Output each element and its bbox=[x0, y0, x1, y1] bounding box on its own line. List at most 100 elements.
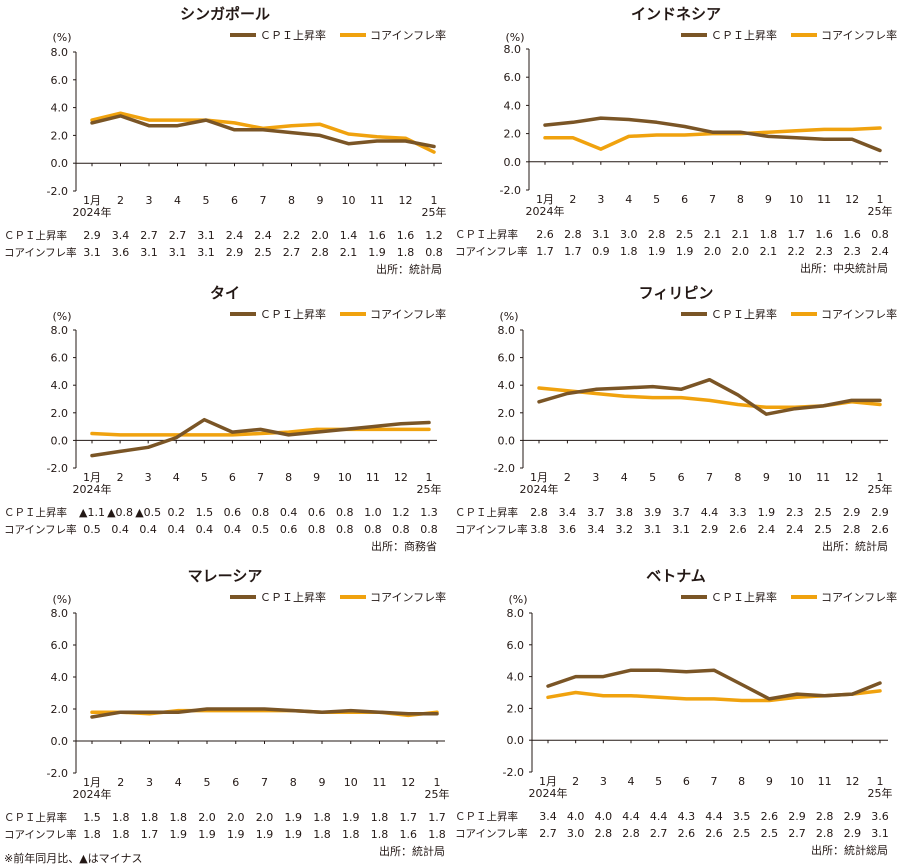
table-cell-cpi: 3.7 bbox=[587, 506, 605, 519]
table-cell-cpi: 0.6 bbox=[308, 506, 326, 519]
table-cell-cpi: 2.5 bbox=[676, 228, 694, 241]
table-cell-cpi: 1.0 bbox=[364, 506, 382, 519]
chart-title: マレーシア bbox=[188, 567, 263, 585]
footnote: ※前年同月比、▲はマイナス bbox=[4, 852, 143, 865]
x-tick-label: 7 bbox=[260, 194, 267, 207]
y-tick-label: 2.0 bbox=[498, 407, 516, 420]
x-tick-label: 9 bbox=[317, 194, 324, 207]
table-cell-core: 0.8 bbox=[308, 523, 326, 536]
table-row-label-core: コアインフレ率 bbox=[4, 523, 77, 536]
table-cell-cpi: 2.6 bbox=[536, 228, 554, 241]
table-row-label-cpi: ＣＰＩ上昇率 bbox=[455, 506, 518, 519]
y-tick-label: 8.0 bbox=[51, 607, 69, 620]
table-cell-core: 1.9 bbox=[676, 245, 694, 258]
x-tick-label: 10 bbox=[344, 776, 358, 789]
table-cell-cpi: 2.8 bbox=[564, 228, 582, 241]
table-cell-cpi: 2.0 bbox=[256, 811, 274, 824]
chart-title: シンガポール bbox=[180, 5, 270, 23]
x-tick-label: 11 bbox=[818, 775, 832, 788]
year-label-end: 25年 bbox=[422, 205, 447, 219]
table-cell-core: 2.2 bbox=[788, 245, 806, 258]
x-tick-label: 3 bbox=[597, 193, 604, 206]
chart-title: インドネシア bbox=[631, 5, 721, 23]
year-label-start: 2024年 bbox=[73, 787, 112, 801]
x-tick-label: 4 bbox=[628, 775, 635, 788]
x-tick-label: 8 bbox=[738, 775, 745, 788]
table-cell-core: 3.8 bbox=[530, 523, 548, 536]
table-cell-cpi: 2.3 bbox=[786, 506, 804, 519]
table-cell-cpi: 1.6 bbox=[843, 228, 861, 241]
y-tick-label: 2.0 bbox=[507, 702, 525, 715]
table-cell-cpi: 1.9 bbox=[285, 811, 303, 824]
y-tick-label: 2.0 bbox=[51, 129, 69, 142]
table-cell-core: 3.2 bbox=[616, 523, 634, 536]
source-label: 出所：統計局 bbox=[822, 539, 888, 553]
table-cell-cpi: 2.8 bbox=[648, 228, 666, 241]
series-line-cpi bbox=[90, 417, 431, 458]
table-cell-cpi: 1.9 bbox=[758, 506, 776, 519]
y-tick-label: 0.0 bbox=[498, 434, 516, 447]
y-tick-label: 0.0 bbox=[51, 434, 69, 447]
table-cell-cpi: 0.6 bbox=[224, 506, 242, 519]
table-cell-core: 1.8 bbox=[342, 828, 360, 841]
x-tick-label: 4 bbox=[625, 193, 632, 206]
table-cell-cpi: 1.7 bbox=[400, 811, 418, 824]
table-cell-core: 2.8 bbox=[595, 827, 613, 840]
y-tick-label: 4.0 bbox=[51, 102, 69, 115]
table-cell-core: 2.7 bbox=[539, 827, 557, 840]
table-cell-cpi: 3.4 bbox=[559, 506, 577, 519]
table-cell-core: 1.8 bbox=[371, 828, 389, 841]
x-tick-label: 5 bbox=[655, 775, 662, 788]
table-cell-core: 2.3 bbox=[815, 245, 833, 258]
x-tick-label: 8 bbox=[737, 193, 744, 206]
table-cell-core: 3.1 bbox=[169, 246, 187, 259]
x-tick-label: 12 bbox=[845, 471, 859, 484]
x-tick-label: 4 bbox=[175, 776, 182, 789]
table-row-label-cpi: ＣＰＩ上昇率 bbox=[4, 229, 67, 242]
x-tick-label: 1月 bbox=[83, 194, 101, 207]
table-row-label-cpi: ＣＰＩ上昇率 bbox=[455, 810, 518, 823]
table-cell-core: 1.8 bbox=[112, 828, 130, 841]
table-cell-cpi: 1.5 bbox=[83, 811, 101, 824]
x-tick-label: 2 bbox=[564, 471, 571, 484]
table-cell-core: 2.8 bbox=[843, 523, 861, 536]
x-tick-label: 4 bbox=[621, 471, 628, 484]
table-cell-cpi: 2.6 bbox=[761, 810, 779, 823]
series-line-cpi bbox=[90, 707, 439, 719]
table-cell-core: 1.9 bbox=[648, 245, 666, 258]
x-tick-label: 11 bbox=[817, 193, 831, 206]
table-cell-cpi: 4.0 bbox=[567, 810, 585, 823]
table-cell-cpi: 4.3 bbox=[678, 810, 696, 823]
x-tick-label: 12 bbox=[394, 471, 408, 484]
x-tick-label: 1月 bbox=[83, 471, 101, 484]
x-tick-label: 3 bbox=[600, 775, 607, 788]
table-cell-cpi: 0.2 bbox=[168, 506, 186, 519]
table-cell-cpi: 3.4 bbox=[112, 229, 130, 242]
y-unit-label: (%) bbox=[52, 31, 71, 44]
table-cell-core: 3.0 bbox=[567, 827, 585, 840]
x-tick-label: 7 bbox=[257, 471, 264, 484]
table-cell-cpi: 2.0 bbox=[198, 811, 216, 824]
table-cell-cpi: 3.1 bbox=[592, 228, 610, 241]
table-cell-cpi: 2.4 bbox=[226, 229, 244, 242]
x-tick-label: 6 bbox=[681, 193, 688, 206]
table-row-label-cpi: ＣＰＩ上昇率 bbox=[4, 506, 67, 519]
table-cell-cpi: 3.6 bbox=[871, 810, 889, 823]
x-tick-label: 9 bbox=[763, 471, 770, 484]
x-tick-label: 2 bbox=[117, 471, 124, 484]
year-label-end: 25年 bbox=[417, 482, 442, 496]
table-cell-core: 0.4 bbox=[139, 523, 157, 536]
table-cell-core: 2.5 bbox=[733, 827, 751, 840]
x-tick-label: 1 bbox=[431, 194, 438, 207]
x-tick-label: 6 bbox=[229, 471, 236, 484]
series-line-cpi bbox=[537, 377, 882, 416]
y-tick-label: 6.0 bbox=[51, 352, 69, 365]
year-label-end: 25年 bbox=[868, 786, 893, 800]
table-cell-cpi: 3.0 bbox=[620, 228, 638, 241]
table-cell-cpi: 1.3 bbox=[420, 506, 438, 519]
table-cell-core: 2.5 bbox=[814, 523, 832, 536]
x-tick-label: 1月 bbox=[539, 775, 557, 788]
y-tick-label: 4.0 bbox=[51, 379, 69, 392]
table-cell-cpi: 1.7 bbox=[788, 228, 806, 241]
table-cell-core: 2.6 bbox=[678, 827, 696, 840]
